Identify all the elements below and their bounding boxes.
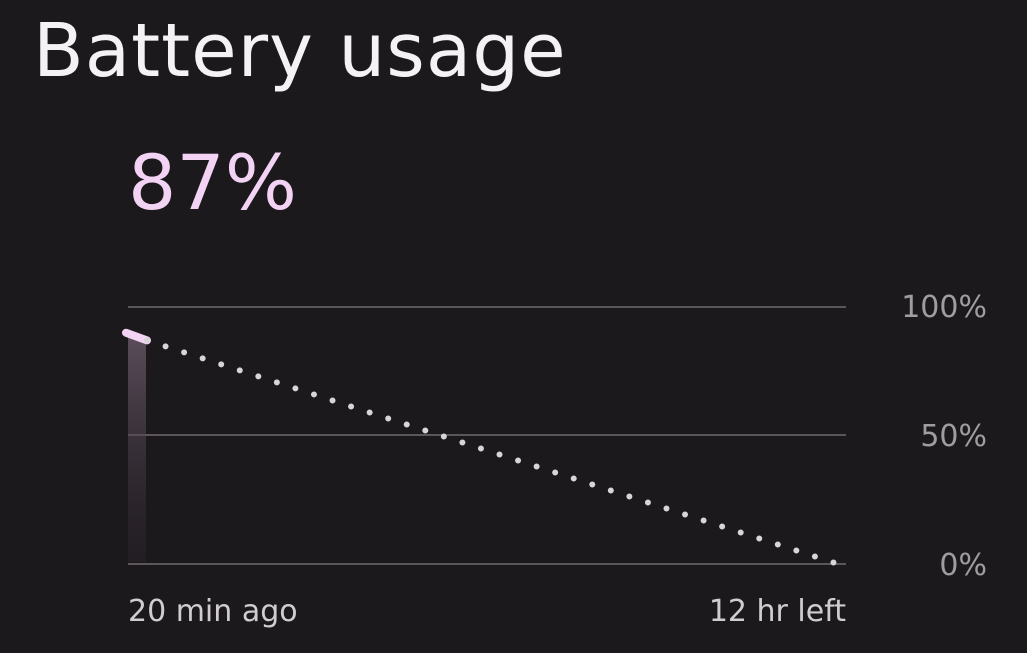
usage-bar — [128, 336, 146, 562]
battery-percentage: 87% — [128, 138, 297, 227]
y-tick-0: 0% — [939, 548, 987, 583]
page-title: Battery usage — [33, 8, 567, 94]
projected-usage-line — [144, 337, 841, 567]
y-tick-100: 100% — [901, 290, 987, 325]
y-tick-50: 50% — [920, 419, 987, 454]
x-label-end: 12 hr left — [708, 594, 846, 629]
x-label-start: 20 min ago — [128, 594, 298, 629]
actual-usage-line — [122, 328, 151, 345]
